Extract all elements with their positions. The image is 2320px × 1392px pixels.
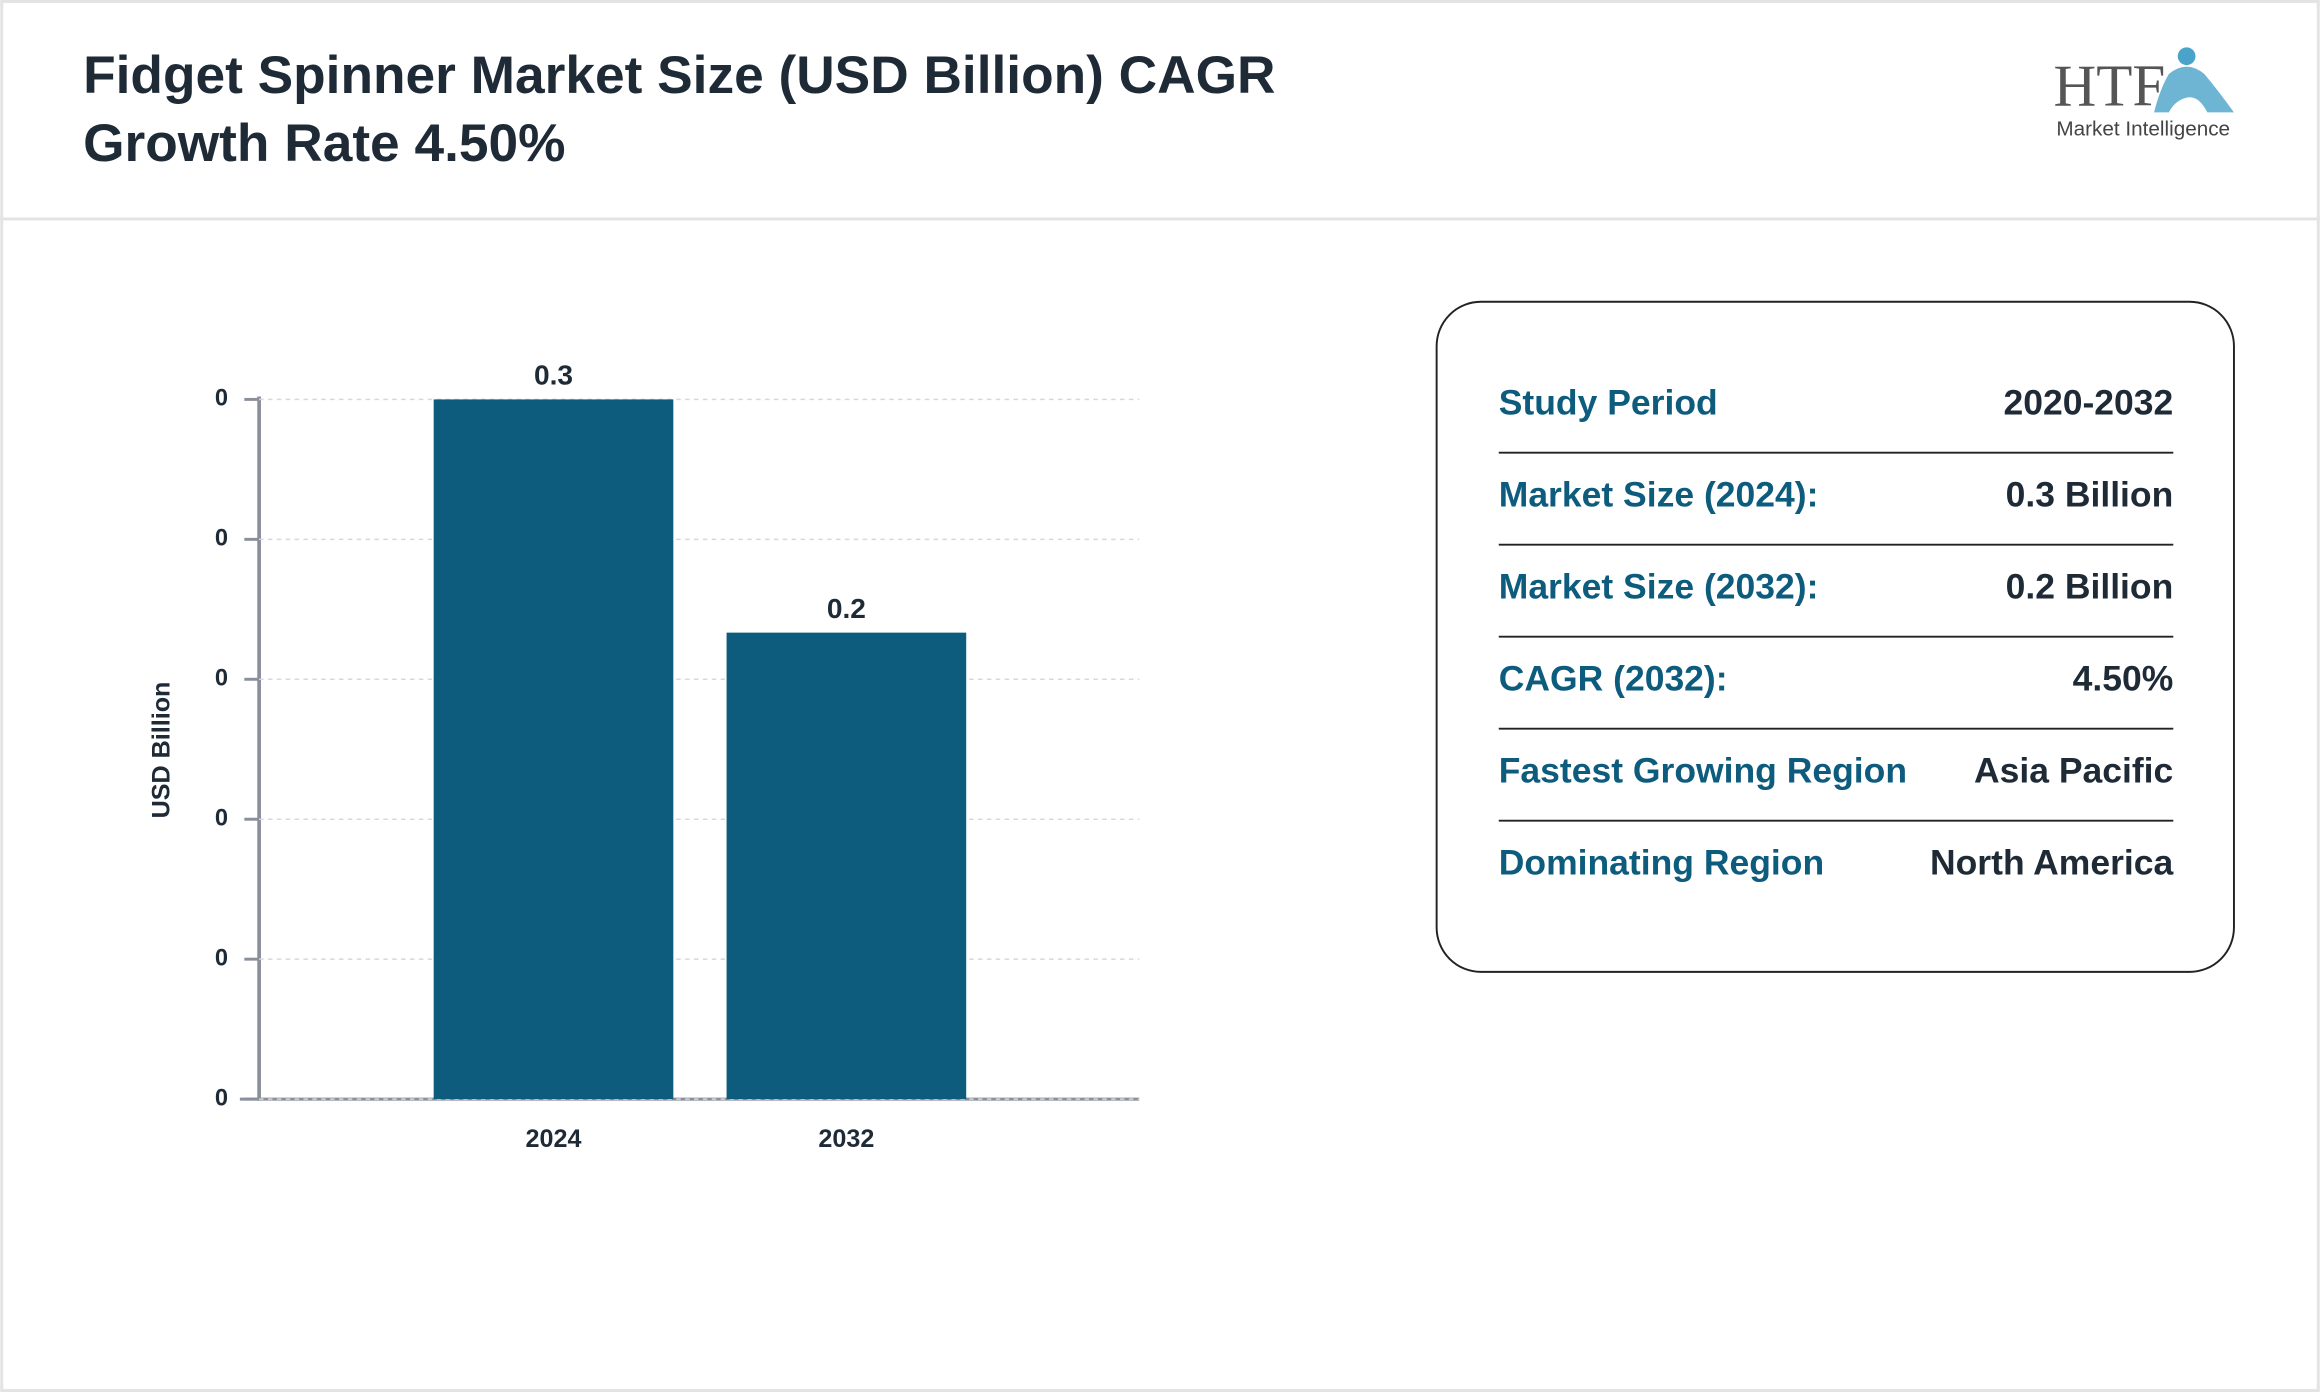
info-value: 2020-2032	[2004, 383, 2174, 423]
info-value: North America	[1930, 843, 2174, 883]
info-value: 0.2 Billion	[2006, 567, 2174, 607]
info-value: 0.3 Billion	[2006, 475, 2174, 515]
y-tick-label: 0	[215, 386, 228, 412]
info-label: Market Size (2032):	[1499, 567, 1819, 607]
value-label: 0.2	[827, 593, 866, 624]
logo-icon	[2154, 66, 2234, 113]
logo: HTF Market Intelligence	[2053, 47, 2234, 141]
info-label: CAGR (2032):	[1499, 659, 1728, 699]
value-label: 0.3	[534, 360, 573, 391]
info-value: Asia Pacific	[1974, 751, 2173, 791]
title-box: Fidget Spinner Market Size (USD Billion)…	[83, 44, 1276, 174]
chart-title: Fidget Spinner Market Size (USD Billion)…	[83, 44, 1276, 174]
info-label: Dominating Region	[1499, 843, 1824, 883]
y-tick-label: 0	[215, 945, 228, 971]
y-tick-label: 0	[215, 805, 228, 831]
info-label: Fastest Growing Region	[1499, 751, 1907, 791]
info-label: Market Size (2024):	[1499, 475, 1819, 515]
info-label: Study Period	[1499, 383, 1718, 423]
y-tick-label: 0	[215, 1085, 228, 1111]
x-tick-label: 2024	[526, 1125, 582, 1153]
bar	[433, 399, 674, 1100]
logo-icon	[2177, 47, 2196, 66]
y-tick-label: 0	[215, 666, 228, 692]
x-tick-label: 2032	[818, 1125, 874, 1153]
logo-tagline: Market Intelligence	[2056, 118, 2230, 141]
bar	[726, 632, 967, 1100]
y-tick-label: 0	[215, 526, 228, 552]
info-value: 4.50%	[2073, 659, 2174, 699]
y-axis-label: USD Billion	[148, 682, 176, 819]
logo-mark: HTF	[2053, 52, 2165, 118]
